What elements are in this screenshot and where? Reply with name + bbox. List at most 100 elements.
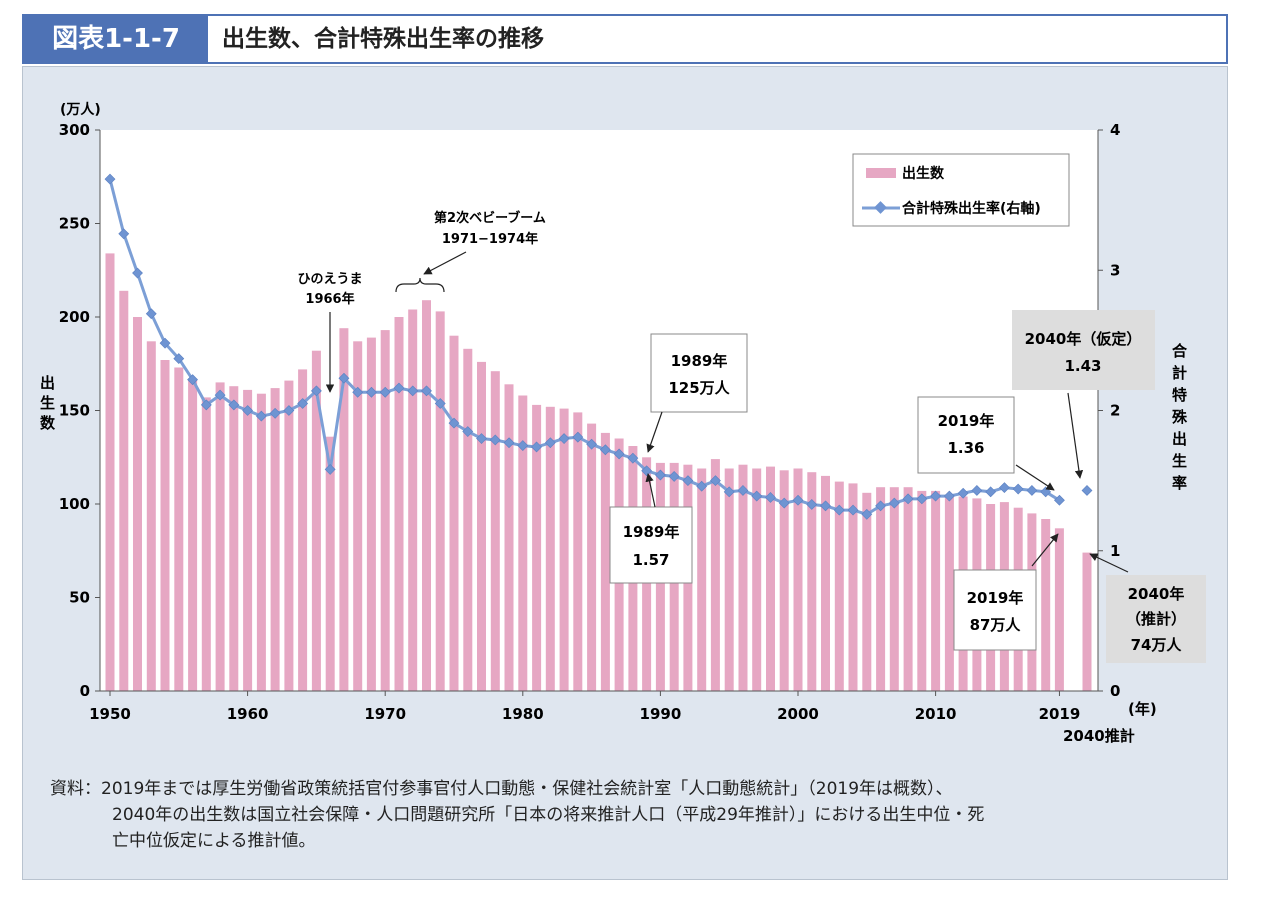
b2040-arrow — [1089, 553, 1129, 573]
births-bar-2018 — [1041, 519, 1051, 691]
rate-marker-2019 — [1054, 494, 1065, 506]
rate-marker-1971 — [393, 382, 405, 394]
rate-marker-2001 — [806, 499, 818, 510]
annotation-1989-births: 1989年 125万人 — [646, 333, 748, 453]
x-tick-label-1960: 1960 — [227, 705, 269, 723]
right-tick-label-0: 0 — [1110, 682, 1120, 700]
r2019-value: 1.36 — [947, 439, 984, 457]
x-axis-2040-label: 2040推計 — [1063, 727, 1135, 745]
births-bar-2006 — [876, 487, 886, 691]
rate-marker-1951 — [118, 228, 130, 240]
rate-marker-1957 — [200, 399, 212, 411]
b1989-value: 125万人 — [668, 379, 730, 397]
right-tick-label-2: 2 — [1110, 402, 1120, 420]
rate-marker-1972 — [407, 385, 419, 397]
x-tick-label-1990: 1990 — [640, 705, 682, 723]
births-bar-2040 — [1082, 552, 1092, 691]
rate-marker-1995 — [723, 486, 735, 498]
births-bar-1995 — [724, 468, 734, 691]
rate-marker-1954 — [159, 337, 171, 349]
births-bar-2009 — [917, 490, 927, 691]
x-tick-label-1980: 1980 — [502, 705, 544, 723]
r2040-value: 1.43 — [1064, 357, 1101, 375]
x-tick-label-2000: 2000 — [777, 705, 819, 723]
births-bar-1962 — [270, 388, 280, 691]
births-bar-1999 — [779, 470, 789, 691]
rate-marker-2000 — [792, 494, 804, 506]
rate-marker-1999 — [778, 497, 790, 509]
left-tick-label-0: 0 — [80, 682, 90, 700]
births-bar-1961 — [256, 393, 266, 691]
rate-marker-2017 — [1026, 485, 1038, 496]
source-line-1: 資料：2019年までは厚生労働省政策統括官付参事官付人口動態・保健社会統計室「人… — [50, 779, 953, 799]
rate-marker-2007 — [888, 497, 900, 509]
births-bar-1967 — [339, 328, 349, 691]
births-bar-1976 — [463, 348, 473, 691]
rate-marker-2016 — [1012, 483, 1024, 495]
source-line-3: 亡中位仮定による推計値。 — [112, 831, 316, 851]
annotation-2040-rate: 2040年（仮定） 1.43 — [1012, 310, 1155, 479]
rate-marker-1984 — [572, 431, 584, 443]
rate-marker-2004 — [847, 504, 859, 516]
rate-marker-1959 — [228, 399, 240, 411]
rate-marker-1996 — [737, 485, 749, 496]
left-tick-label-100: 100 — [59, 495, 90, 513]
rate-marker-1985 — [586, 438, 598, 450]
rate-marker-1956 — [187, 374, 198, 386]
births-bar-1952 — [133, 317, 142, 691]
b2040-value: 74万人 — [1131, 636, 1183, 654]
r2040-year: 2040年（仮定） — [1025, 330, 1142, 348]
births-bar-1960 — [243, 389, 253, 691]
rate-marker-1955 — [173, 353, 185, 365]
x-tick-label-1950: 1950 — [89, 705, 131, 723]
rate-marker-1965 — [310, 385, 322, 397]
rate-marker-1994 — [710, 475, 721, 487]
births-bar-1986 — [600, 432, 610, 691]
births-bar-1998 — [766, 466, 775, 691]
rate-marker-2008 — [902, 493, 914, 505]
rate-marker-2002 — [820, 500, 831, 512]
rate-marker-2009 — [916, 493, 928, 505]
legend: 出生数 合計特殊出生率(右軸) — [852, 153, 1070, 227]
left-tick-label-150: 150 — [59, 402, 90, 420]
rate-marker-1986 — [599, 444, 611, 456]
rate-marker-1992 — [682, 475, 694, 487]
hinoeuma-year: 1966年 — [305, 291, 354, 307]
rate-marker-1964 — [297, 398, 309, 409]
births-bar-2003 — [834, 481, 844, 691]
r2019-arrow — [1015, 464, 1055, 491]
legend-rate-label: 合計特殊出生率(右軸) — [902, 200, 1041, 217]
births-bar-1993 — [697, 468, 707, 691]
rate-marker-1961 — [255, 410, 267, 422]
births-bar-1970 — [380, 330, 390, 691]
right-axis-title: 合計特殊出生率 — [1171, 342, 1188, 492]
births-bar-1954 — [160, 360, 170, 691]
hinoeuma-label: ひのえうま — [297, 272, 362, 287]
births-bar-1955 — [174, 367, 184, 691]
births-bar-1951 — [119, 290, 129, 691]
rate-marker-1966 — [324, 463, 336, 475]
rate-marker-1981 — [531, 441, 542, 453]
source-line-2: 2040年の出生数は国立社会保障・人口問題研究所「日本の将来推計人口（平成29年… — [112, 805, 985, 825]
fertility-rate-line — [108, 178, 1061, 516]
births-bar-1971 — [394, 317, 404, 691]
annotation-2019-births: 2019年 87万人 — [953, 533, 1059, 651]
births-bar-1983 — [559, 408, 569, 691]
rate-marker-1991 — [668, 470, 680, 482]
births-bar-1973 — [422, 300, 431, 691]
r2040-arrow — [1067, 392, 1084, 479]
right-tick-label-4: 4 — [1110, 121, 1120, 139]
rate-marker-1969 — [366, 386, 377, 398]
rate-marker-1973 — [421, 385, 432, 397]
annotation-2040-births: 2040年 （推計） 74万人 — [1089, 553, 1206, 663]
births-bar-1979 — [504, 384, 514, 691]
right-tick-label-3: 3 — [1110, 261, 1120, 279]
rate-marker-1983 — [558, 433, 570, 444]
births-bar-2005 — [862, 492, 872, 691]
b1989-arrow — [646, 411, 663, 453]
x-tick-label-2010: 2010 — [915, 705, 957, 723]
r1989-arrow — [645, 473, 656, 508]
rate-marker-1952 — [132, 267, 143, 279]
rate-marker-2003 — [833, 504, 845, 516]
